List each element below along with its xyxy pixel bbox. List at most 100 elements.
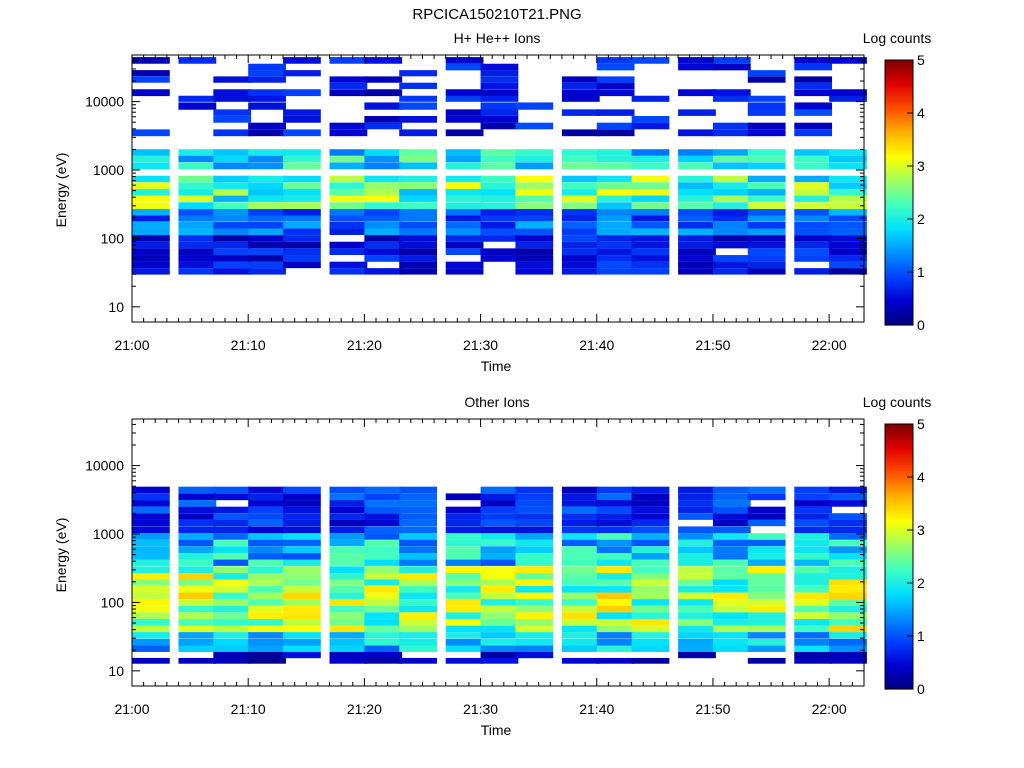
- heatmap-cell: [631, 189, 670, 196]
- colorbar-swatch: [885, 79, 913, 83]
- heatmap-cell: [678, 235, 716, 242]
- heatmap-cell: [445, 89, 484, 97]
- heatmap-cell: [561, 546, 600, 554]
- heatmap-cell: [213, 162, 252, 170]
- colorbar-swatch: [885, 287, 913, 291]
- heatmap-cell: [747, 175, 786, 183]
- heatmap-cell: [364, 559, 403, 566]
- heatmap-cell: [399, 261, 437, 269]
- heatmap-cell: [678, 195, 716, 202]
- heatmap-cell: [213, 95, 252, 102]
- colorbar-swatch: [885, 146, 913, 149]
- heatmap-cell: [747, 585, 786, 593]
- heatmap-cell: [283, 209, 321, 216]
- colorbar-swatch: [885, 441, 913, 445]
- colorbar-swatch: [885, 241, 913, 244]
- colorbar-swatch: [885, 318, 913, 322]
- heatmap-cell: [794, 268, 833, 275]
- heatmap-cell: [364, 162, 403, 170]
- colorbar-swatch: [885, 188, 913, 191]
- heatmap-cell: [561, 566, 600, 574]
- heatmap-cell: [747, 155, 786, 163]
- heatmap-cell: [596, 228, 635, 235]
- heatmap-cell: [248, 155, 286, 163]
- heatmap-cell: [712, 513, 751, 520]
- heatmap-cell: [596, 632, 635, 639]
- heatmap-cell: [329, 129, 368, 137]
- heatmap-cell: [132, 539, 170, 547]
- heatmap-cell: [596, 638, 635, 646]
- heatmap-cell: [399, 162, 437, 170]
- colorbar-swatch: [885, 647, 913, 650]
- heatmap-cell: [480, 526, 519, 534]
- heatmap-cell: [364, 235, 403, 242]
- heatmap-cell: [747, 493, 786, 501]
- colorbar-swatch: [885, 280, 913, 284]
- heatmap-cell: [364, 149, 403, 156]
- heatmap-cell: [515, 182, 554, 190]
- heatmap-cell: [480, 235, 519, 242]
- heatmap-cell: [631, 149, 670, 156]
- heatmap-cell: [561, 553, 600, 560]
- heatmap-cell: [132, 215, 170, 222]
- heatmap-cell: [794, 533, 833, 540]
- heatmap-cell: [794, 241, 833, 249]
- heatmap-cell: [561, 129, 600, 137]
- heatmap-cell: [712, 553, 751, 560]
- heatmap-cell: [794, 651, 833, 659]
- colorbar-swatch: [885, 432, 913, 436]
- heatmap-cell: [794, 255, 833, 262]
- heatmap-cell: [364, 625, 403, 633]
- heatmap-cell: [794, 202, 833, 210]
- heatmap-cell: [329, 215, 368, 222]
- colorbar-swatch: [885, 525, 913, 529]
- heatmap-cell: [561, 645, 600, 652]
- heatmap-cell: [515, 579, 554, 586]
- heatmap-cell: [678, 175, 716, 183]
- heatmap-cell: [399, 175, 437, 183]
- heatmap-cell: [178, 625, 217, 633]
- heatmap-cell: [329, 585, 368, 593]
- heatmap-cell: [596, 149, 635, 156]
- heatmap-cell: [248, 526, 286, 534]
- heatmap-cell: [631, 255, 670, 262]
- colorbar-swatch: [885, 221, 913, 225]
- heatmap-cell: [515, 209, 554, 216]
- heatmap-cell: [399, 82, 437, 89]
- heatmap-cell: [399, 235, 437, 242]
- heatmap-cell: [712, 539, 751, 547]
- heatmap-cell: [829, 209, 867, 216]
- heatmap-cell: [561, 248, 600, 255]
- colorbar-swatch: [885, 569, 913, 573]
- colorbar-swatch: [885, 219, 913, 222]
- heatmap-cell: [283, 248, 321, 255]
- heatmap-cell: [283, 553, 321, 560]
- x-tick-label: 21:30: [463, 337, 498, 353]
- heatmap-cell: [561, 195, 600, 202]
- heatmap-cell: [480, 592, 519, 599]
- heatmap-cell: [480, 632, 519, 639]
- heatmap-cell: [712, 215, 751, 222]
- heatmap-cell: [794, 109, 833, 116]
- heatmap-cell: [248, 500, 286, 507]
- heatmap-cell: [515, 241, 554, 249]
- heatmap-cell: [178, 241, 217, 249]
- colorbar-swatch: [885, 671, 913, 675]
- heatmap-cell: [631, 625, 670, 633]
- colorbar-swatch: [885, 651, 913, 655]
- heatmap-cell: [329, 513, 368, 520]
- colorbar-swatch: [885, 666, 913, 670]
- heatmap-cell: [132, 89, 170, 97]
- heatmap-cell: [747, 592, 786, 599]
- heatmap-cell: [747, 235, 786, 242]
- heatmap-cell: [364, 546, 403, 554]
- heatmap-cell: [399, 255, 437, 262]
- heatmap-cell: [132, 506, 170, 514]
- heatmap-cell: [364, 645, 403, 652]
- heatmap-cell: [445, 519, 484, 527]
- panel1-colorbar: 0 1 2 3 4 5: [884, 52, 925, 333]
- heatmap-cell: [712, 612, 751, 619]
- heatmap-cell: [213, 248, 252, 255]
- heatmap-cell: [283, 57, 321, 64]
- heatmap-cell: [631, 261, 670, 269]
